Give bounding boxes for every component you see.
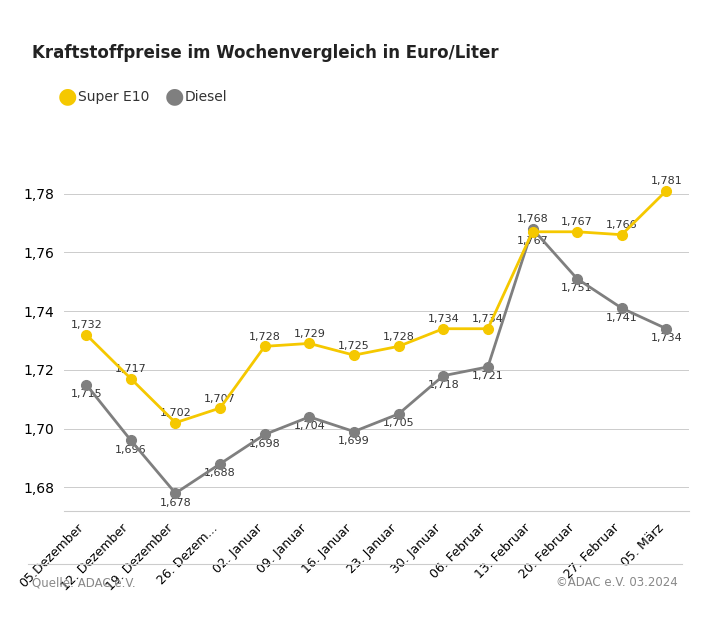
Text: 1,698: 1,698 bbox=[248, 439, 280, 449]
Text: 1,721: 1,721 bbox=[472, 371, 504, 381]
Text: 1,699: 1,699 bbox=[338, 436, 370, 446]
Text: Kraftstoffpreise im Wochenvergleich in Euro/Liter: Kraftstoffpreise im Wochenvergleich in E… bbox=[32, 44, 498, 62]
Text: 1,734: 1,734 bbox=[427, 315, 459, 325]
Text: 1,688: 1,688 bbox=[204, 468, 236, 478]
Text: 1,766: 1,766 bbox=[606, 221, 638, 231]
Text: 1,732: 1,732 bbox=[70, 320, 102, 330]
Text: 1,767: 1,767 bbox=[561, 217, 593, 227]
Text: 1,734: 1,734 bbox=[472, 315, 504, 325]
Text: 1,768: 1,768 bbox=[517, 214, 548, 224]
Text: 1,707: 1,707 bbox=[204, 394, 236, 404]
Text: 1,717: 1,717 bbox=[115, 364, 147, 374]
Text: 1,728: 1,728 bbox=[248, 332, 280, 342]
Text: Quelle: ADAC e.V.: Quelle: ADAC e.V. bbox=[32, 576, 136, 589]
Text: Diesel: Diesel bbox=[185, 90, 227, 103]
Text: 1,704: 1,704 bbox=[293, 421, 325, 431]
Text: 1,705: 1,705 bbox=[383, 418, 415, 429]
Text: 1,741: 1,741 bbox=[606, 313, 638, 323]
Text: 1,696: 1,696 bbox=[115, 445, 147, 455]
Text: 1,734: 1,734 bbox=[650, 333, 682, 343]
Text: Super E10: Super E10 bbox=[78, 90, 150, 103]
Text: 1,729: 1,729 bbox=[293, 329, 325, 339]
Text: 1,715: 1,715 bbox=[70, 389, 102, 399]
Text: 1,781: 1,781 bbox=[650, 176, 682, 186]
Text: 1,725: 1,725 bbox=[338, 341, 370, 351]
Text: 1,728: 1,728 bbox=[383, 332, 415, 342]
Text: 1,702: 1,702 bbox=[160, 408, 192, 418]
Text: 1,718: 1,718 bbox=[427, 380, 459, 390]
Text: ©ADAC e.V. 03.2024: ©ADAC e.V. 03.2024 bbox=[557, 576, 678, 589]
Text: ●: ● bbox=[164, 87, 184, 107]
Text: 1,751: 1,751 bbox=[562, 283, 593, 293]
Text: 1,678: 1,678 bbox=[160, 498, 192, 508]
Text: ●: ● bbox=[58, 87, 77, 107]
Text: 1,767: 1,767 bbox=[517, 236, 548, 246]
